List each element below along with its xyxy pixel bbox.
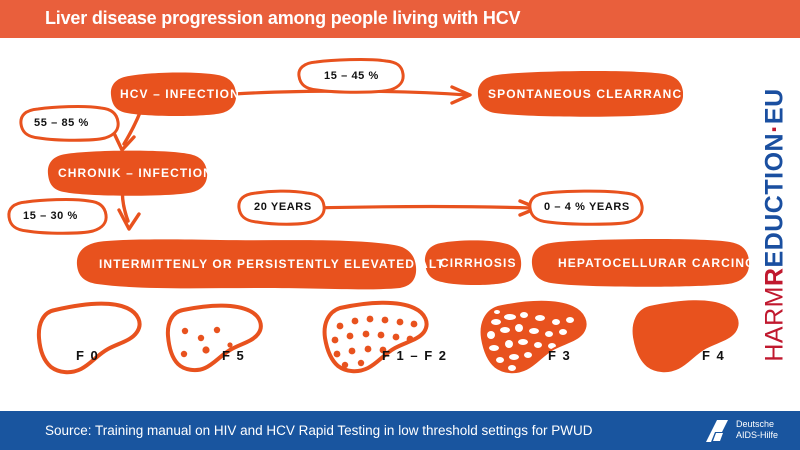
dah-logo-mark-icon	[706, 420, 728, 442]
dah-logo-wordmark: Deutsche AIDS-Hilfe	[736, 419, 778, 441]
brand-part-dot: ·	[760, 124, 789, 133]
node-shape-hepatocellurar-carcinoma	[531, 239, 750, 287]
brand-part-harm: HARM	[760, 286, 789, 362]
brand-part-eduction: EDUCTION	[760, 132, 789, 268]
badge-label-55-85: 55 – 85 %	[34, 117, 89, 129]
badge-shape-15-45	[297, 57, 405, 94]
badge-label-15-45: 15 – 45 %	[324, 70, 379, 82]
node-label-cirrhosis: CIRRHOSIS	[440, 256, 517, 270]
badge-shape-15-30	[7, 197, 108, 235]
node-label-hepatocellurar-carcinoma: HEPATOCELLURAR CARCINOMA	[558, 256, 777, 270]
brand-harmreduction-eu: HARMREDUCTION·EU	[755, 45, 795, 405]
brand-part-eu: EU	[760, 88, 789, 125]
liver-label-f4: F 4	[702, 348, 726, 363]
node-label-spontaneous-clearrance: SPONTANEOUS CLEARRANCE	[488, 87, 692, 101]
node-shape-hcv-infection	[110, 72, 237, 116]
liver-shape-f0	[36, 301, 142, 375]
dah-logo-line1: Deutsche	[736, 419, 775, 429]
node-label-elevated-alt: INTERMITTENLY OR PERSISTENTLY ELEVATED A…	[99, 257, 445, 271]
node-shape-elevated-alt	[76, 239, 417, 290]
liver-shape-f5	[165, 303, 263, 373]
header-bar: Liver disease progression among people l…	[0, 0, 800, 38]
liver-label-f0: F 0	[76, 348, 100, 363]
source-text: Source: Training manual on HIV and HCV R…	[45, 423, 593, 438]
node-shape-chronik-infection	[47, 150, 208, 196]
arrow-20years-to-0-4years	[311, 199, 539, 217]
diagram-graphics	[7, 57, 750, 375]
page-title: Liver disease progression among people l…	[45, 8, 521, 28]
badge-label-20-years: 20 YEARS	[254, 201, 312, 213]
diagram-canvas: HCV – INFECTION SPONTANEOUS CLEARRANCE C…	[0, 38, 800, 411]
liver-shape-f4	[632, 300, 739, 373]
brand-part-r: R	[760, 267, 789, 287]
badge-shape-0-4-years	[528, 189, 644, 226]
node-shape-spontaneous-clearrance	[477, 71, 684, 117]
liver-shape-f3	[480, 300, 587, 374]
badge-shape-55-85	[19, 104, 120, 142]
liver-label-f3: F 3	[548, 348, 572, 363]
liver-label-f5: F 5	[222, 348, 246, 363]
badge-shape-20-years	[237, 189, 326, 226]
node-shape-cirrhosis	[424, 240, 522, 285]
node-label-hcv-infection: HCV – INFECTION	[120, 87, 240, 101]
dah-logo-line2: AIDS-Hilfe	[736, 430, 779, 440]
footer-bar: Source: Training manual on HIV and HCV R…	[0, 411, 800, 450]
badge-label-15-30: 15 – 30 %	[23, 210, 78, 222]
node-label-chronik-infection: CHRONIK – INFECTION	[58, 166, 213, 180]
liver-label-f1-f2: F 1 – F 2	[382, 348, 448, 363]
deutsche-aids-hilfe-logo: Deutsche AIDS-Hilfe	[706, 418, 784, 444]
badge-label-0-4-years: 0 – 4 % YEARS	[544, 201, 630, 213]
liver-shape-f1-f2	[322, 300, 429, 374]
